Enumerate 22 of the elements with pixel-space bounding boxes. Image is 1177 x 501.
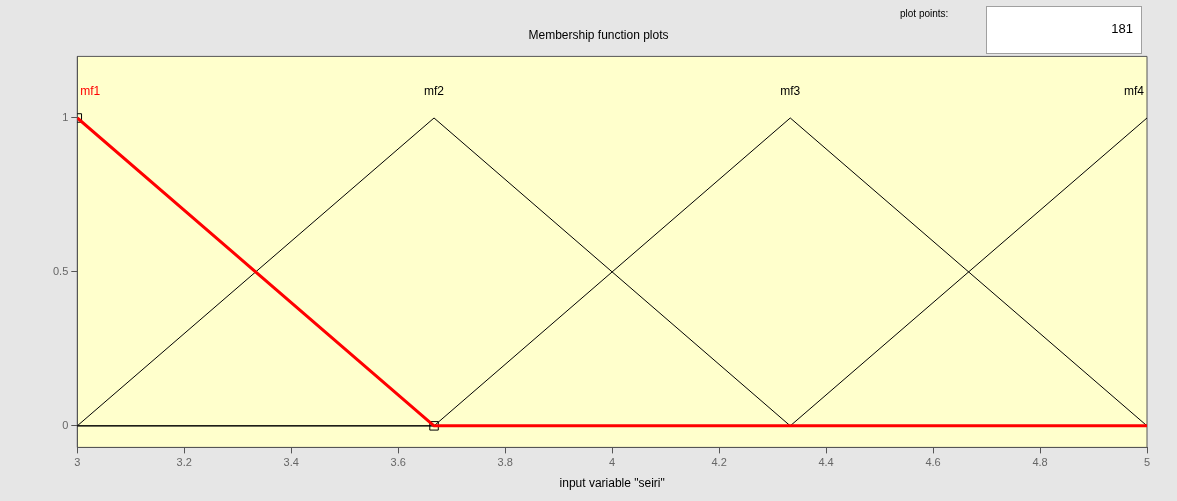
x-axis-title: input variable "seiri" bbox=[559, 476, 665, 491]
x-tick-label: 3.8 bbox=[497, 456, 513, 469]
x-tick-label: 3.6 bbox=[390, 456, 406, 469]
x-tick-label: 4.4 bbox=[818, 456, 834, 469]
x-tick-label: 3 bbox=[74, 456, 81, 469]
x-tick-label: 3.4 bbox=[283, 456, 299, 469]
series-label: mf1 bbox=[80, 84, 101, 99]
y-tick-label: 0 bbox=[62, 418, 69, 431]
x-tick-label: 4 bbox=[609, 456, 616, 469]
x-tick-label: 5 bbox=[1143, 456, 1151, 469]
x-tick-label: 4.2 bbox=[711, 456, 727, 469]
x-tick-label: 4.6 bbox=[925, 456, 941, 469]
series-label: mf4 bbox=[1123, 84, 1145, 99]
y-tick-label: 1 bbox=[62, 111, 69, 124]
series-label: mf2 bbox=[424, 84, 445, 99]
plot-points-field: 181 bbox=[986, 6, 1142, 54]
y-tick-label: 0.5 bbox=[52, 264, 69, 277]
series-label: mf3 bbox=[780, 84, 801, 99]
chart-title: Membership function plots bbox=[528, 27, 669, 42]
x-tick-label: 4.8 bbox=[1032, 456, 1048, 469]
text: plot points: bbox=[900, 8, 949, 19]
x-tick-label: 3.2 bbox=[176, 456, 192, 469]
